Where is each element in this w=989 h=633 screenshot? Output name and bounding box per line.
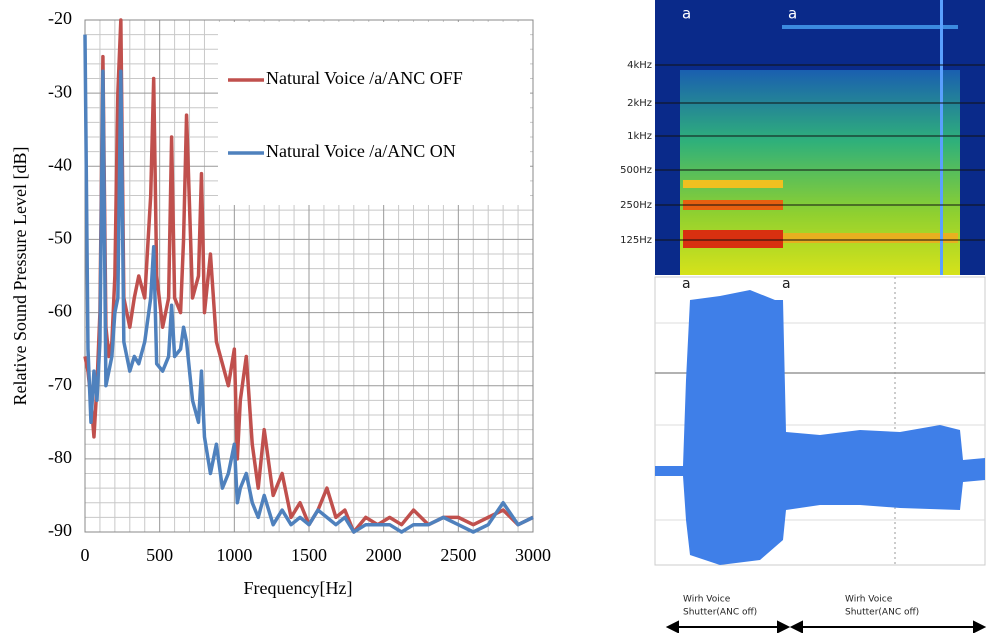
frequency-label: 250Hz xyxy=(620,200,652,211)
x-tick-label: 0 xyxy=(81,545,90,565)
line-chart: Relative Sound Pressure Level [dB] Frequ… xyxy=(10,8,551,598)
x-tick-label: 2000 xyxy=(366,545,402,565)
frequency-label: 2kHz xyxy=(627,98,652,109)
x-tick-label: 500 xyxy=(146,545,173,565)
spectrogram-mark: a xyxy=(682,5,691,23)
spectrogram-gridlines xyxy=(655,64,985,241)
spectrogram-mark: a xyxy=(788,5,797,23)
annotation: Wirh Voice xyxy=(683,595,731,605)
y-tick-label: -30 xyxy=(48,81,72,101)
y-tick-label: -50 xyxy=(48,228,72,248)
arrows xyxy=(665,620,987,633)
spectrogram-band xyxy=(783,233,958,243)
frequency-label: 125Hz xyxy=(620,235,652,246)
legend-label: Natural Voice /a/ANC OFF xyxy=(266,68,463,88)
x-tick-label: 3000 xyxy=(515,545,551,565)
waveform-mark: a xyxy=(782,276,791,292)
x-tick-label: 1000 xyxy=(216,545,252,565)
y-axis-title: Relative Sound Pressure Level [dB] xyxy=(10,147,30,406)
frequency-label: 500Hz xyxy=(620,165,652,176)
legend-label: Natural Voice /a/ANC ON xyxy=(266,141,456,161)
y-tick-label: -20 xyxy=(48,8,72,28)
annotation: Shutter(ANC off) xyxy=(683,608,757,618)
frequency-label: 1kHz xyxy=(627,131,652,142)
spectrogram-line xyxy=(940,0,943,275)
x-tick-label: 1500 xyxy=(291,545,327,565)
spectrogram-band xyxy=(683,230,783,248)
series-line xyxy=(83,34,534,534)
annotation: Shutter(ANC off) xyxy=(845,608,919,618)
legend-box xyxy=(218,22,530,205)
plot-border xyxy=(84,19,534,533)
x-axis-title: Frequency[Hz] xyxy=(244,578,353,598)
annotation: Wirh Voice xyxy=(845,595,893,605)
waveform xyxy=(655,290,985,565)
y-tick-label: -60 xyxy=(48,301,72,321)
y-tick-label: -40 xyxy=(48,154,72,174)
y-tick-label: -70 xyxy=(48,374,72,394)
x-tick-label: 2500 xyxy=(440,545,476,565)
spectrogram-figure: 4kHz 2kHz 1kHz 500Hz 250Hz 125Hz a a a a… xyxy=(620,0,987,633)
y-tick-label: -90 xyxy=(48,520,72,540)
y-tick-label: -80 xyxy=(48,447,72,467)
frequency-label: 4kHz xyxy=(627,60,652,71)
spectrogram-band xyxy=(683,180,783,188)
spectrogram-band xyxy=(782,25,958,29)
waveform-mark: a xyxy=(682,276,691,292)
